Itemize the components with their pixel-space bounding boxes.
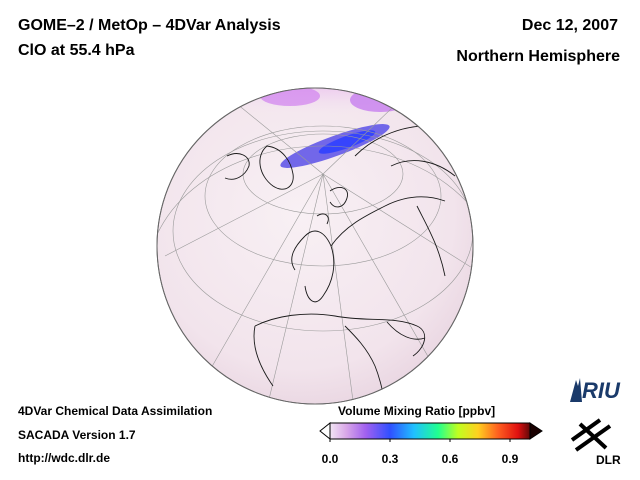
- colorbar-underflow-arrow: [319, 421, 331, 441]
- globe-map: [156, 87, 474, 405]
- riu-logo-icon: RIU: [570, 378, 621, 403]
- riu-logo-text: RIU: [582, 378, 621, 403]
- footer-version: SACADA Version 1.7: [18, 428, 136, 442]
- colorbar: [319, 421, 543, 442]
- colorbar-gradient: [329, 422, 531, 440]
- map-title: GOME–2 / MetOp – 4DVar Analysis: [18, 17, 281, 34]
- clo-enhancement-core: [318, 130, 376, 154]
- graticule: [157, 88, 473, 404]
- clo-polar-cap-low: [157, 88, 473, 143]
- dlr-logo-icon: DLR: [570, 418, 621, 466]
- map-date: Dec 12, 2007: [521, 17, 618, 34]
- colorbar-tick-0: 0.0: [321, 452, 339, 466]
- map-subtitle: ClO at 55.4 hPa: [18, 42, 135, 59]
- colorbar-title: Volume Mixing Ratio [ppbv]: [338, 404, 496, 418]
- map-region: Northern Hemisphere: [456, 48, 620, 65]
- footer-assimilation: 4DVar Chemical Data Assimilation: [18, 404, 213, 418]
- dlr-logo-text: DLR: [596, 453, 621, 466]
- clo-pink-patch-right: [350, 88, 410, 112]
- colorbar-overflow-arrow: [529, 422, 543, 440]
- coastlines: [224, 125, 456, 404]
- colorbar-tick-2: 0.6: [441, 452, 459, 466]
- clo-pink-patch-left: [260, 88, 320, 106]
- colorbar-tick-3: 0.9: [501, 452, 519, 466]
- colorbar-tick-1: 0.3: [381, 452, 399, 466]
- footer-url[interactable]: http://wdc.dlr.de: [18, 451, 110, 465]
